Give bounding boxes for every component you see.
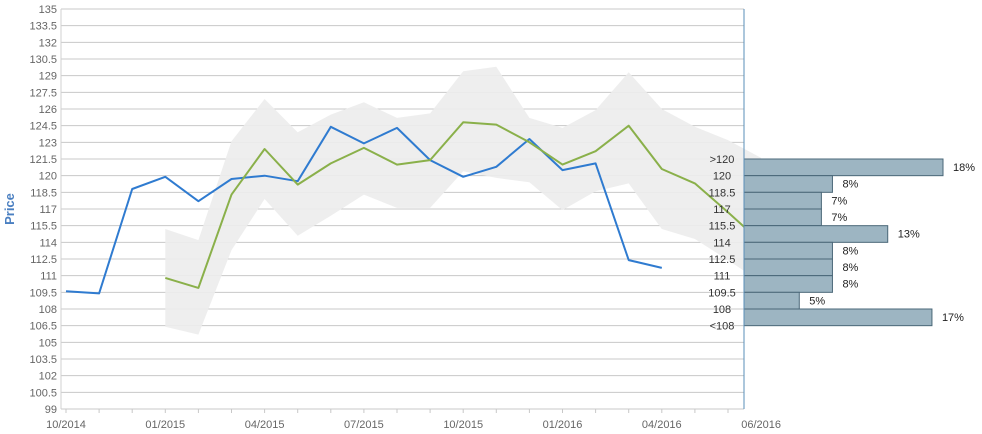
histogram-bin-label: >120 <box>710 154 735 166</box>
histogram-bin-label: 114 <box>713 237 731 249</box>
histogram-bin-label: 109.5 <box>708 287 736 299</box>
series-line-blue <box>65 125 663 295</box>
y-tick-label: 126 <box>39 104 57 116</box>
y-tick-label: 121.5 <box>29 154 57 166</box>
y-tick-label: 133.5 <box>29 21 57 33</box>
y-tick-label: 114 <box>39 237 57 249</box>
histogram-bar <box>743 258 833 277</box>
histogram-bin-label: 108 <box>713 304 731 316</box>
y-tick-label: 115.5 <box>30 221 57 233</box>
histogram-percent-label: 5% <box>809 295 825 307</box>
y-tick-label: 118.5 <box>30 187 57 199</box>
y-tick-label: 123 <box>39 137 57 149</box>
histogram-bar <box>743 275 833 293</box>
histogram-bin-label: 120 <box>713 171 731 183</box>
y-axis-title: Price <box>2 193 17 225</box>
histogram-bar <box>743 175 833 193</box>
histogram-percent-label: 13% <box>898 229 920 241</box>
histogram-bin-label: 111 <box>714 271 731 283</box>
x-tick-label: 10/2015 <box>443 419 483 431</box>
histogram-bar <box>743 191 822 210</box>
histogram-percent-label: 7% <box>831 195 847 207</box>
y-tick-label: 132 <box>39 37 57 49</box>
series-line-green <box>165 121 762 289</box>
y-tick-label: 102 <box>39 371 57 383</box>
histogram-percent-label: 8% <box>842 279 858 291</box>
y-tick-label: 124.5 <box>29 121 57 133</box>
y-tick-label: 100.5 <box>29 387 57 399</box>
histogram-percent-label: 18% <box>953 162 975 174</box>
y-tick-label: 111 <box>40 271 57 283</box>
y-tick-label: 129 <box>39 71 57 83</box>
y-tick-label: 108 <box>39 304 57 316</box>
y-tick-label: 120 <box>39 171 57 183</box>
y-tick-label: 105 <box>39 337 57 349</box>
x-tick-label: 07/2015 <box>344 419 384 431</box>
y-tick-label: 109.5 <box>29 287 57 299</box>
x-tick-label: 01/2016 <box>543 419 583 431</box>
histogram-bin-label: 112.5 <box>709 254 736 266</box>
forecast-band <box>165 66 762 335</box>
x-tick-label: 04/2015 <box>245 419 285 431</box>
histogram-bar <box>743 291 800 310</box>
x-tick-label: 10/2014 <box>46 419 86 431</box>
histogram-percent-label: 8% <box>842 179 858 191</box>
histogram-bin-label: 117 <box>713 204 731 216</box>
histogram-percent-label: 17% <box>942 312 964 324</box>
y-tick-label: 106.5 <box>29 321 57 333</box>
x-tick-label: 01/2015 <box>145 419 185 431</box>
x-tick-label: 04/2016 <box>642 419 682 431</box>
y-tick-label: 103.5 <box>29 354 57 366</box>
histogram-percent-label: 7% <box>831 212 847 224</box>
histogram-bar <box>743 225 889 243</box>
histogram-bar <box>743 308 933 327</box>
y-tick-label: 135 <box>39 4 57 16</box>
histogram-bar <box>743 241 833 260</box>
y-tick-label: 117 <box>39 204 57 216</box>
y-tick-label: 112.5 <box>30 254 57 266</box>
histogram-percent-label: 8% <box>842 262 858 274</box>
y-tick-label: 127.5 <box>29 87 57 99</box>
histogram-bin-label: 118.5 <box>709 187 736 199</box>
histogram-bin-label: 115.5 <box>709 221 736 233</box>
histogram-percent-label: 8% <box>842 245 858 257</box>
y-tick-label: 130.5 <box>29 54 57 66</box>
histogram-bin-label: <108 <box>710 321 735 333</box>
histogram-bar <box>743 158 944 177</box>
y-tick-label: 99 <box>45 404 57 416</box>
x-tick-label: 06/2016 <box>741 419 781 431</box>
histogram-bar <box>743 208 822 227</box>
